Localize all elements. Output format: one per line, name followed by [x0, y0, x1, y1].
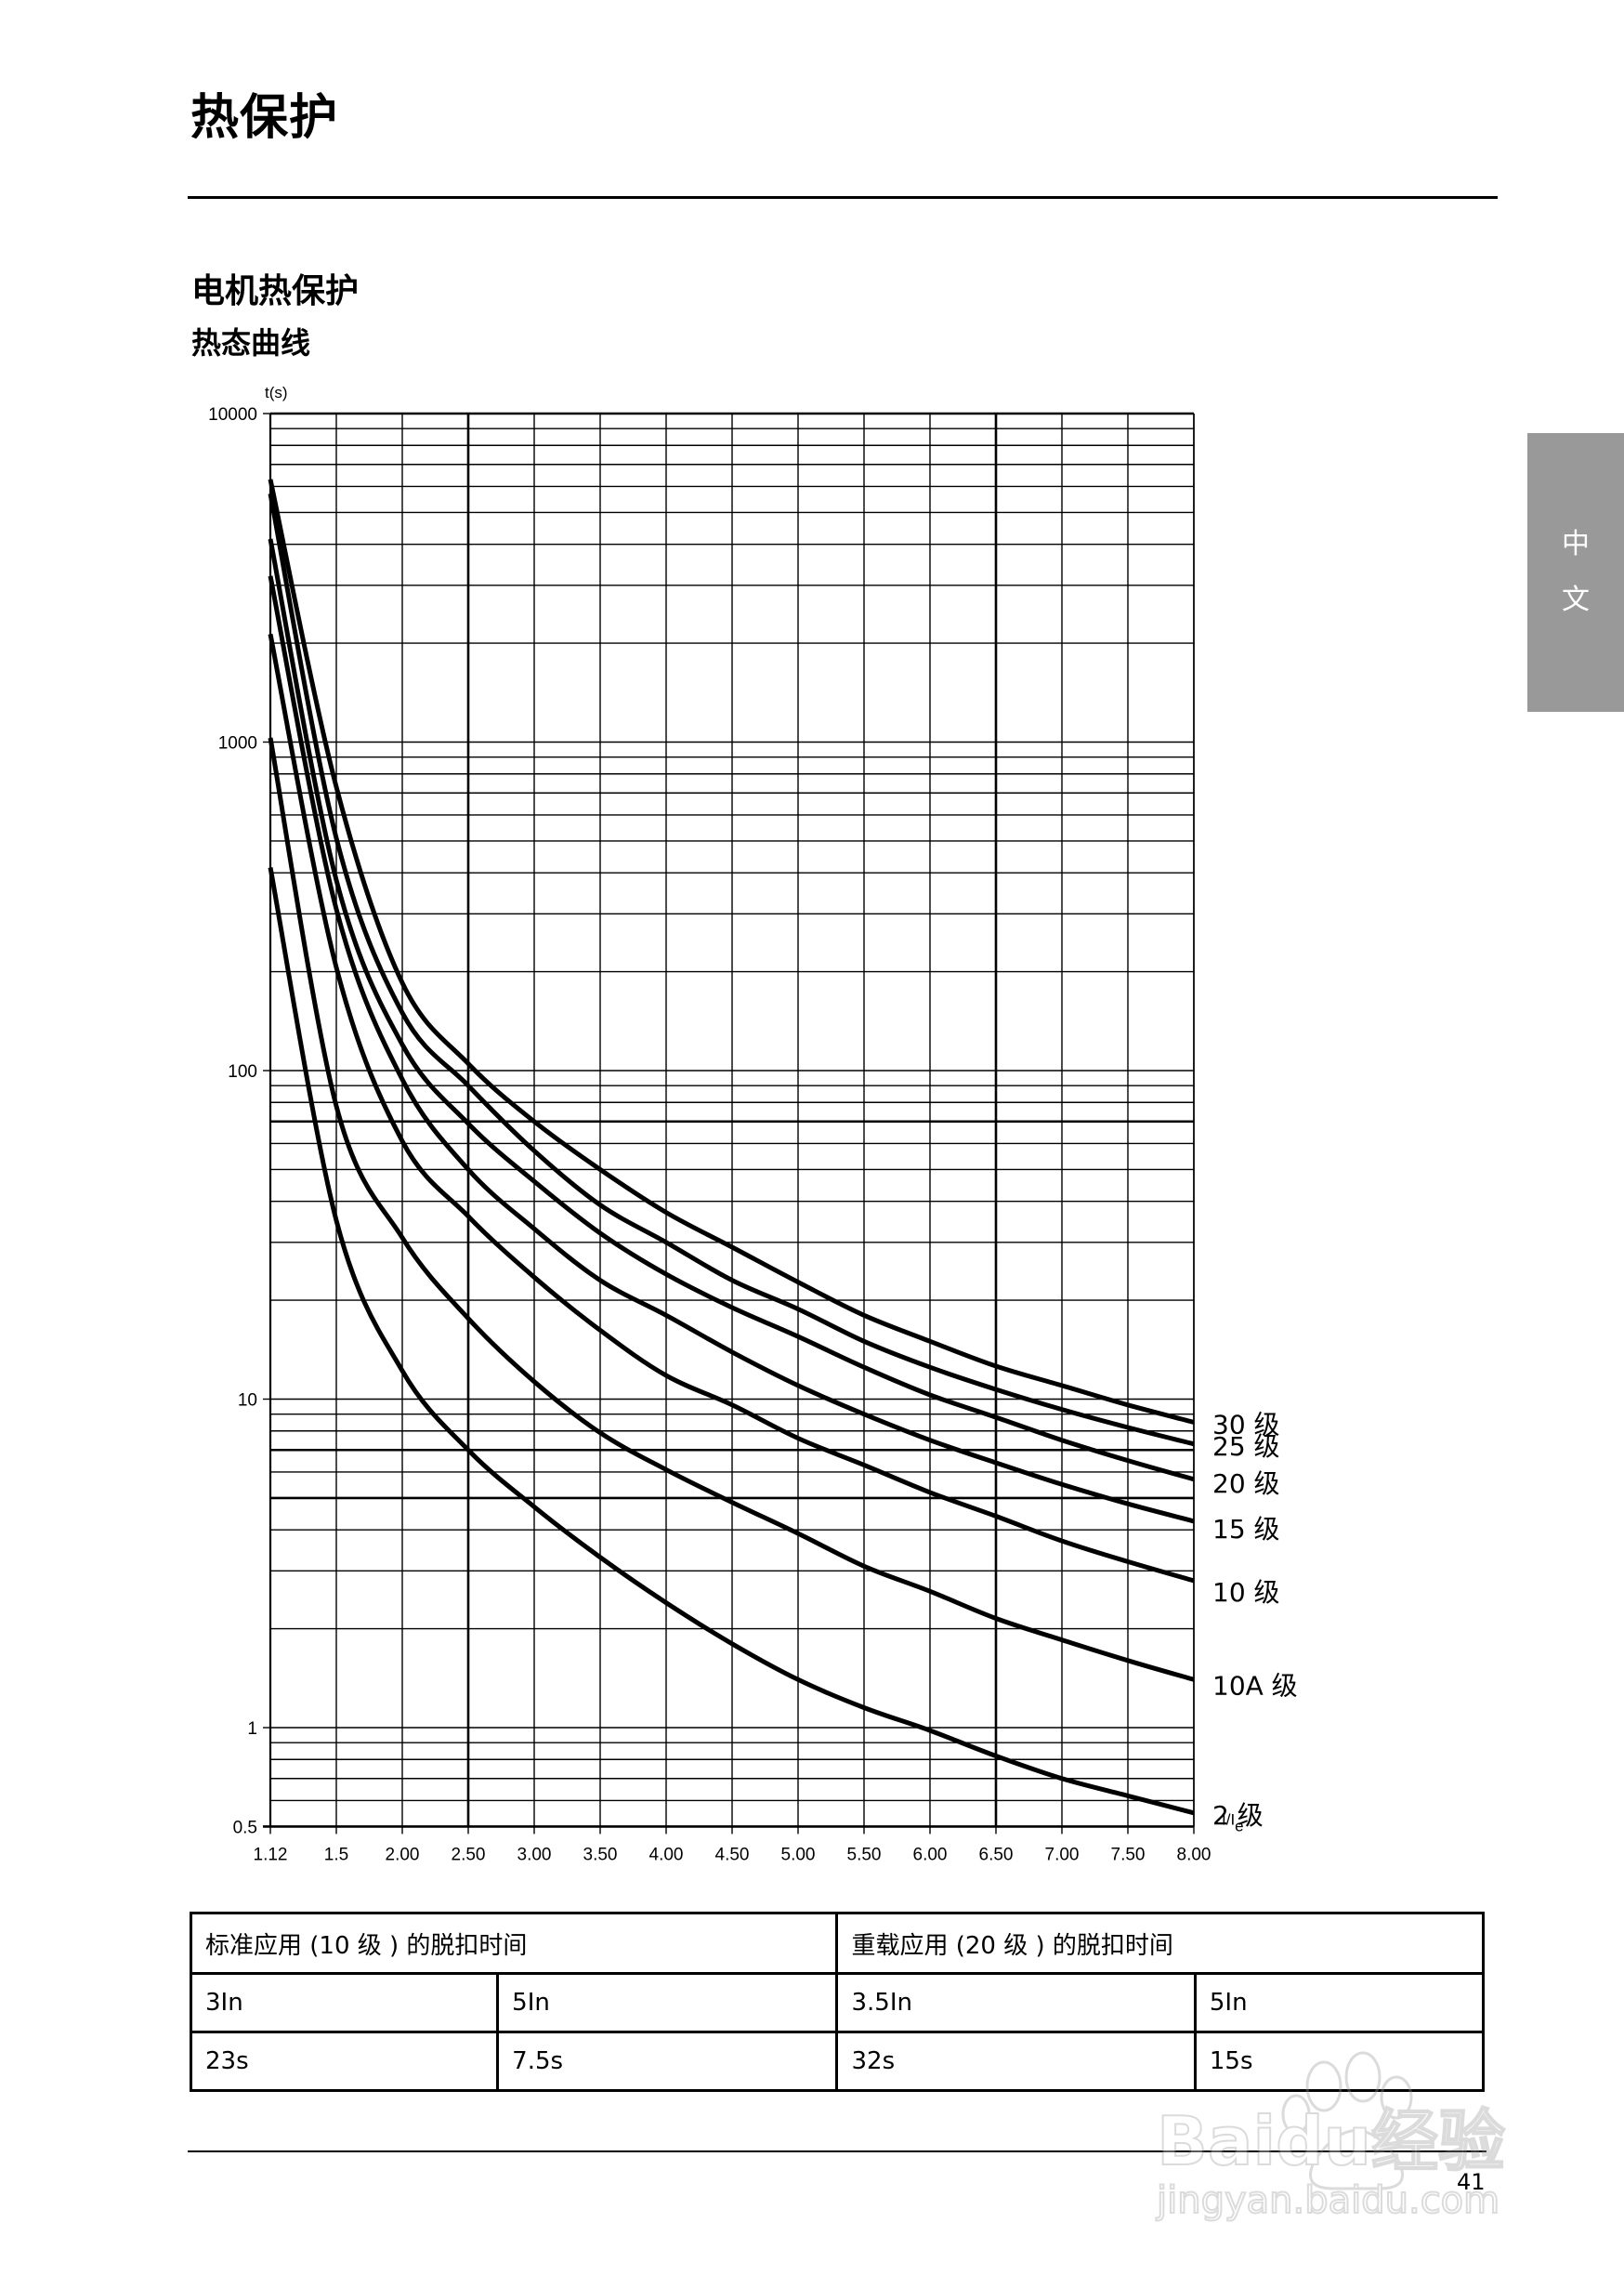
trip-curve [268, 575, 1195, 1524]
x-tick-label: 2.00 [386, 1845, 420, 1864]
trip-curve [268, 479, 1195, 1425]
y-tick-label: 1 [247, 1719, 257, 1739]
footer-divider [188, 2150, 1486, 2152]
x-tick-label: 3.00 [517, 1845, 552, 1864]
x-tick-label: 4.50 [715, 1845, 750, 1864]
table-row: 23s 7.5s 32s 15s [189, 2031, 1486, 2092]
trip-curve [268, 493, 1195, 1447]
trip-curve [268, 867, 1195, 1816]
curve-class-label: 30 级 [1212, 1409, 1280, 1440]
x-tick-label: 5.50 [847, 1845, 882, 1864]
table-cell: 15s [1193, 2031, 1486, 2092]
trip-time-table: 标准应用 (10 级 ) 的脱扣时间 重载应用 (20 级 ) 的脱扣时间 3I… [189, 1912, 1486, 2092]
x-tick-label: 5.00 [781, 1845, 816, 1864]
language-tab-char: 文 [1562, 584, 1590, 616]
table-cell: 7.5s [496, 2031, 839, 2092]
x-tick-label: 6.00 [913, 1845, 948, 1864]
table-cell: 32s [835, 2031, 1197, 2092]
chart-labels: 10000 1000 100 10 1 0.5 1.12 1.5 2.00 2.50 3.00 3.5… [208, 384, 1298, 1864]
y-tick-label: 10 [238, 1391, 257, 1411]
table-group-header-standard: 标准应用 (10 级 ) 的脱扣时间 [189, 1912, 839, 1975]
page-title: 热保护 [190, 90, 339, 146]
chart-curves [268, 479, 1195, 1816]
table-row: 3In 5In 3.5In 5In [189, 1972, 1486, 2033]
x-tick-label: 8.00 [1177, 1845, 1211, 1864]
thermal-trip-curve-chart: 10000 1000 100 10 1 0.5 1.12 1.5 2.00 2.50 3.00 3.5… [208, 384, 1298, 1864]
curve-class-label: 10 级 [1212, 1577, 1280, 1608]
y-tick-label: 1000 [218, 734, 257, 754]
watermark-url: jingyan.baidu.com [1156, 2178, 1500, 2223]
x-tick-label: 1.12 [254, 1845, 288, 1864]
x-tick-label: 2.50 [452, 1845, 486, 1864]
y-axis-label: t(s) [265, 384, 288, 401]
watermark-brand: Baidu经验 [1156, 2101, 1506, 2181]
curve-class-label: 15 级 [1212, 1514, 1280, 1545]
section-title: 电机热保护 [191, 272, 360, 310]
language-tab[interactable]: 中 文 [1527, 433, 1624, 712]
page-number: 41 [1457, 2169, 1486, 2195]
curve-class-label: 25 级 [1212, 1431, 1280, 1462]
chart-axes [263, 412, 1195, 1834]
header-divider [188, 196, 1498, 199]
y-tick-label: 0.5 [233, 1818, 257, 1837]
table-cell: 23s [189, 2031, 500, 2092]
y-tick-label: 100 [228, 1062, 257, 1082]
table-cell: 5In [1193, 1972, 1486, 2033]
chart-title: 热态曲线 [191, 325, 311, 361]
language-tab-char: 中 [1562, 528, 1590, 560]
chart-grid [269, 413, 1195, 1828]
table-cell: 3.5In [835, 1972, 1197, 2033]
curve-class-label: 10A 级 [1212, 1670, 1298, 1701]
x-tick-label: 3.50 [583, 1845, 618, 1864]
x-tick-label: 7.00 [1045, 1845, 1080, 1864]
table-group-header-heavy: 重载应用 (20 级 ) 的脱扣时间 [835, 1912, 1485, 1975]
trip-curve [268, 737, 1195, 1682]
trip-curve [268, 633, 1195, 1584]
table-cell: 5In [496, 1972, 839, 2033]
x-tick-label: 4.00 [649, 1845, 684, 1864]
y-tick-label: 10000 [208, 405, 257, 425]
x-tick-label: 1.5 [324, 1845, 348, 1864]
x-tick-label: 7.50 [1111, 1845, 1146, 1864]
curve-class-label: 2 级 [1212, 1800, 1264, 1831]
x-tick-label: 6.50 [979, 1845, 1014, 1864]
trip-curve [268, 538, 1195, 1482]
table-cell: 3In [189, 1972, 500, 2033]
curve-class-label: 20 级 [1212, 1468, 1280, 1499]
